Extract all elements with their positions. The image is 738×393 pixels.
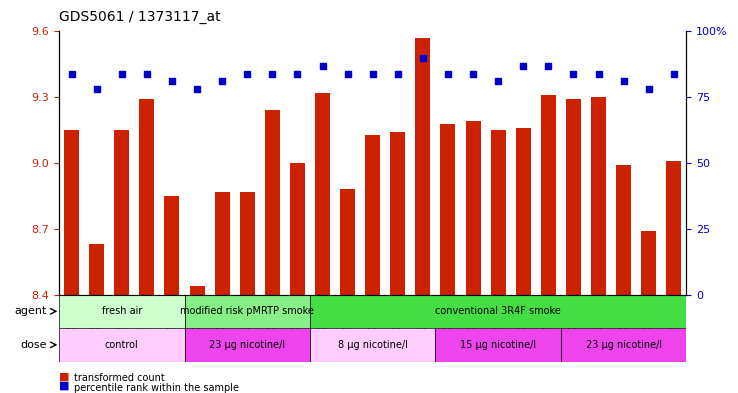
Text: control: control bbox=[105, 340, 139, 350]
Point bbox=[517, 62, 529, 69]
Point bbox=[542, 62, 554, 69]
Text: ■: ■ bbox=[59, 381, 69, 391]
Text: 8 µg nicotine/l: 8 µg nicotine/l bbox=[338, 340, 407, 350]
Point bbox=[593, 70, 604, 77]
Text: GDS5061 / 1373117_at: GDS5061 / 1373117_at bbox=[59, 9, 221, 24]
Text: fresh air: fresh air bbox=[102, 306, 142, 316]
Text: 23 µg nicotine/l: 23 µg nicotine/l bbox=[585, 340, 662, 350]
Point bbox=[467, 70, 479, 77]
FancyBboxPatch shape bbox=[184, 295, 310, 328]
Bar bbox=[415, 38, 430, 295]
Point bbox=[241, 70, 253, 77]
Bar bbox=[265, 110, 280, 295]
Text: transformed count: transformed count bbox=[74, 373, 165, 383]
Bar bbox=[566, 99, 581, 295]
Point bbox=[66, 70, 77, 77]
Bar bbox=[591, 97, 606, 295]
FancyBboxPatch shape bbox=[310, 328, 435, 362]
Bar bbox=[165, 196, 179, 295]
Point bbox=[91, 86, 103, 92]
Bar bbox=[340, 189, 355, 295]
Point bbox=[417, 55, 429, 61]
Bar bbox=[240, 191, 255, 295]
Point bbox=[191, 86, 203, 92]
Bar bbox=[89, 244, 104, 295]
Text: agent: agent bbox=[14, 306, 46, 316]
Bar bbox=[666, 161, 681, 295]
FancyBboxPatch shape bbox=[310, 295, 686, 328]
Point bbox=[141, 70, 153, 77]
Point bbox=[568, 70, 579, 77]
FancyBboxPatch shape bbox=[435, 328, 561, 362]
Point bbox=[116, 70, 128, 77]
Text: dose: dose bbox=[20, 340, 46, 350]
FancyBboxPatch shape bbox=[59, 328, 184, 362]
Point bbox=[367, 70, 379, 77]
Bar bbox=[315, 93, 330, 295]
Bar bbox=[466, 121, 480, 295]
Point bbox=[342, 70, 354, 77]
Bar bbox=[114, 130, 129, 295]
Bar bbox=[390, 132, 405, 295]
Text: percentile rank within the sample: percentile rank within the sample bbox=[74, 383, 239, 393]
Bar bbox=[616, 165, 631, 295]
Text: 23 µg nicotine/l: 23 µg nicotine/l bbox=[209, 340, 286, 350]
FancyBboxPatch shape bbox=[59, 295, 184, 328]
Point bbox=[668, 70, 680, 77]
Bar bbox=[365, 134, 380, 295]
Point bbox=[292, 70, 303, 77]
Text: 15 µg nicotine/l: 15 µg nicotine/l bbox=[460, 340, 537, 350]
Point bbox=[442, 70, 454, 77]
Point bbox=[266, 70, 278, 77]
Point bbox=[492, 78, 504, 84]
Bar bbox=[64, 130, 79, 295]
Bar bbox=[290, 163, 305, 295]
Text: modified risk pMRTP smoke: modified risk pMRTP smoke bbox=[180, 306, 314, 316]
Point bbox=[166, 78, 178, 84]
Text: conventional 3R4F smoke: conventional 3R4F smoke bbox=[435, 306, 561, 316]
Point bbox=[392, 70, 404, 77]
Bar bbox=[441, 123, 455, 295]
Bar bbox=[491, 130, 506, 295]
Bar bbox=[541, 95, 556, 295]
Bar bbox=[641, 231, 656, 295]
Bar bbox=[190, 286, 204, 295]
Bar bbox=[139, 99, 154, 295]
FancyBboxPatch shape bbox=[184, 328, 310, 362]
Text: ■: ■ bbox=[59, 371, 69, 381]
FancyBboxPatch shape bbox=[561, 328, 686, 362]
Point bbox=[643, 86, 655, 92]
Point bbox=[216, 78, 228, 84]
Bar bbox=[215, 191, 230, 295]
Point bbox=[618, 78, 630, 84]
Bar bbox=[516, 128, 531, 295]
Point bbox=[317, 62, 328, 69]
